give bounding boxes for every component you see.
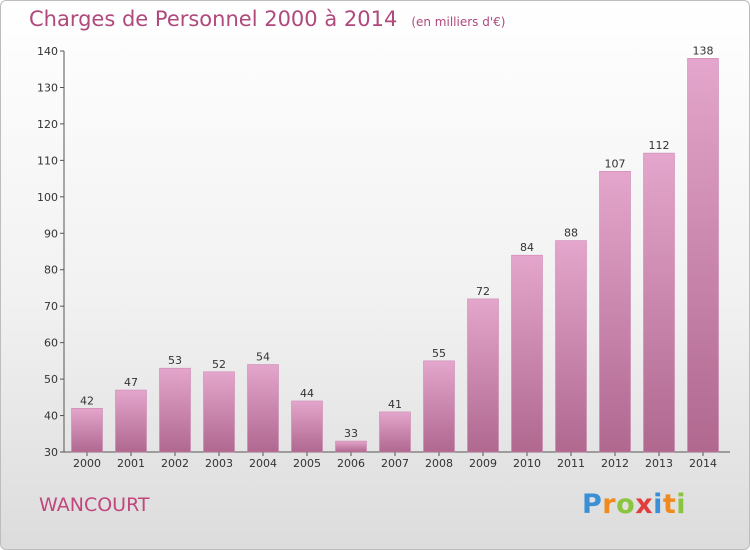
y-tick-label: 90 (44, 227, 58, 240)
bar (159, 367, 191, 453)
proxiti-logo[interactable]: Proxiti (582, 489, 687, 520)
y-tick-label: 120 (37, 118, 58, 131)
x-tick-label: 2009 (469, 457, 497, 470)
chart-subtitle: (en milliers d'€) (411, 15, 506, 29)
bar (643, 152, 675, 453)
bar (423, 360, 455, 453)
x-tick-label: 2010 (513, 457, 541, 470)
data-label: 107 (605, 157, 626, 170)
data-label: 72 (476, 285, 490, 298)
data-label: 42 (80, 394, 94, 407)
y-tick-label: 30 (44, 446, 58, 459)
x-tick-label: 2012 (601, 457, 629, 470)
bar (555, 240, 587, 453)
y-tick-label: 100 (37, 191, 58, 204)
bar (335, 440, 367, 453)
y-tick-label: 110 (37, 154, 58, 167)
data-label: 41 (388, 398, 402, 411)
y-tick-label: 50 (44, 373, 58, 386)
y-tick-label: 60 (44, 337, 58, 350)
data-label: 54 (256, 351, 270, 364)
x-tick-label: 2004 (249, 457, 277, 470)
bar (71, 408, 103, 453)
x-tick-label: 2002 (161, 457, 189, 470)
data-label: 88 (564, 227, 578, 240)
y-tick-label: 40 (44, 410, 58, 423)
x-tick-label: 2011 (557, 457, 585, 470)
x-tick-label: 2003 (205, 457, 233, 470)
y-tick-label: 130 (37, 81, 58, 94)
chart-bars: 42 47 53 52 54 44 33 41 55 72 84 88 107 112 138 (71, 44, 719, 453)
bar (511, 254, 543, 453)
x-tick-label: 2013 (645, 457, 673, 470)
x-tick-label: 2006 (337, 457, 365, 470)
bar (203, 371, 235, 453)
bar (291, 400, 323, 453)
y-tick-label: 140 (37, 45, 58, 58)
data-label: 33 (344, 427, 358, 440)
bar (379, 411, 411, 453)
bar (599, 171, 631, 453)
x-tick-label: 2000 (73, 457, 101, 470)
data-label: 47 (124, 376, 138, 389)
x-tick-label: 2014 (689, 457, 717, 470)
x-tick-label: 2008 (425, 457, 453, 470)
data-label: 55 (432, 347, 446, 360)
x-tick-label: 2005 (293, 457, 321, 470)
data-label: 112 (649, 139, 670, 152)
bar (687, 58, 719, 453)
chart-title: Charges de Personnel 2000 à 2014 (29, 7, 398, 31)
data-label: 53 (168, 354, 182, 367)
y-tick-label: 70 (44, 300, 58, 313)
x-tick-label: 2007 (381, 457, 409, 470)
data-label: 84 (520, 241, 534, 254)
bar (247, 364, 279, 453)
chart-axes: 30 40 50 60 70 80 90 100 110 120 130 140 2000 2001 200… (37, 45, 730, 470)
x-tick-label: 2001 (117, 457, 145, 470)
y-tick-label: 80 (44, 264, 58, 277)
city-name: WANCOURT (39, 494, 150, 516)
chart-title-block: Charges de Personnel 2000 à 2014 (en mill… (29, 7, 505, 31)
bar (467, 298, 499, 453)
data-label: 138 (693, 44, 714, 57)
data-label: 52 (212, 358, 226, 371)
data-label: 44 (300, 387, 314, 400)
bar (115, 389, 147, 453)
